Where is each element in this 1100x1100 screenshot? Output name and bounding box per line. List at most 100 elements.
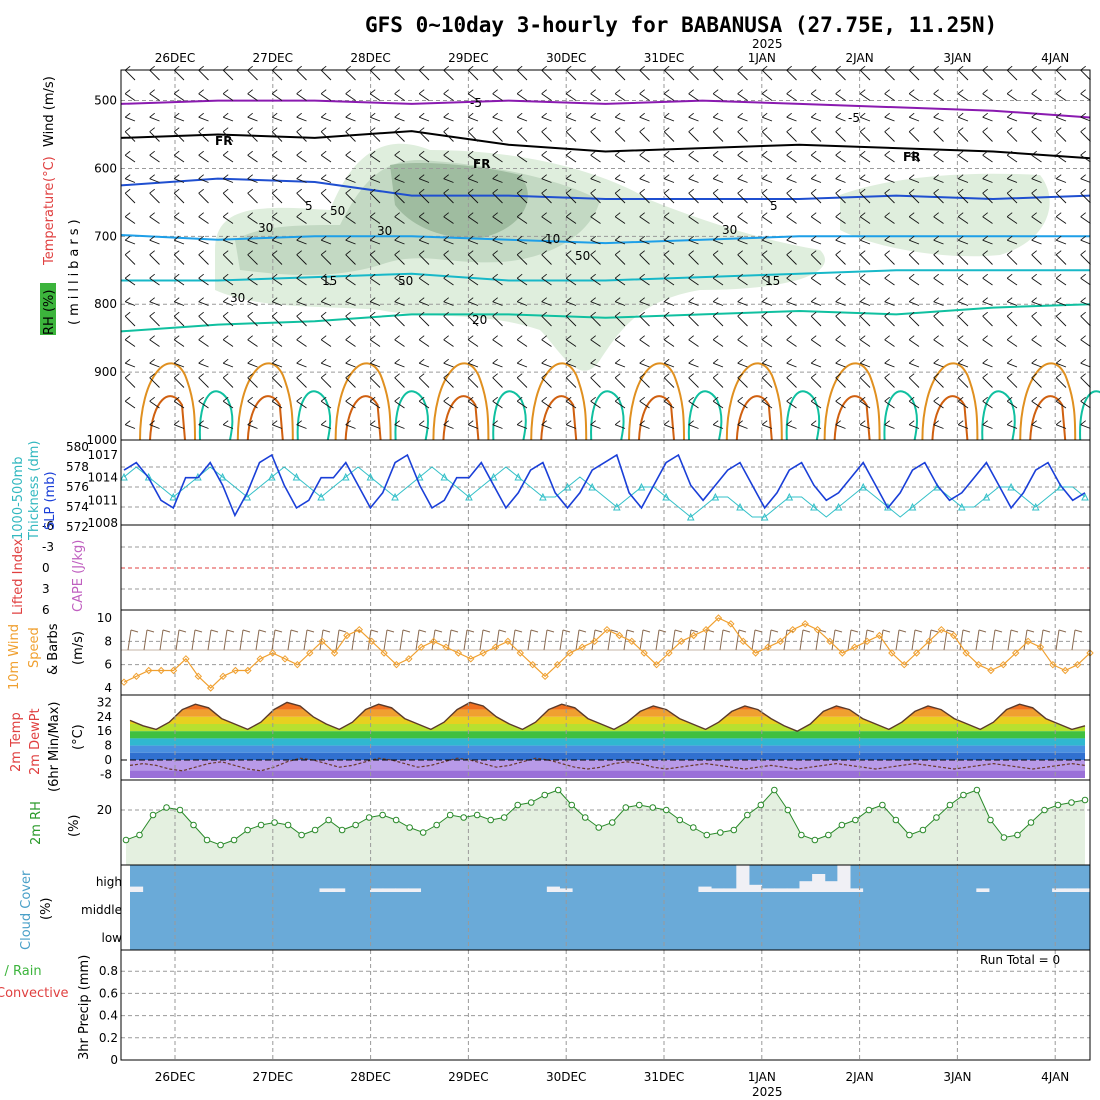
barb-staff (271, 154, 283, 163)
barb-flag (467, 188, 474, 194)
wind-barb (320, 188, 332, 204)
rh2m-point (365, 814, 373, 821)
barb-flag (222, 150, 229, 156)
barb-flag (565, 188, 572, 194)
wind-barb (124, 358, 136, 368)
barb-staff (516, 339, 528, 347)
wind-barb (271, 358, 283, 368)
wind-barb-10m (911, 629, 916, 651)
wind-barb-10m-flag (898, 629, 907, 633)
wind-barb (908, 235, 920, 245)
barb-staff (296, 362, 307, 368)
wind-barb-10m (927, 629, 932, 651)
barb-staff (982, 301, 993, 306)
barb-flag (1031, 311, 1037, 317)
barb-staff (713, 178, 724, 183)
barb-staff (933, 192, 944, 204)
wind-barb (1080, 335, 1091, 347)
rh2m-point (487, 816, 494, 824)
barb-flag (908, 112, 915, 118)
t2m-band-0 (130, 752, 1085, 760)
barb-flag (541, 127, 547, 133)
cloud-left-labels: Cloud Cover (%) (19, 870, 54, 950)
barb-staff (664, 116, 675, 122)
wind-barb (369, 212, 381, 224)
barb-flag (835, 112, 841, 118)
wind-barb-10m-flag (834, 629, 843, 633)
barb-staff (1055, 339, 1067, 347)
cloud-high-bar (748, 884, 763, 892)
barb-flag (908, 89, 915, 95)
warm-loop-inner-0 (149, 395, 186, 441)
barb-staff (908, 277, 920, 286)
barb-staff (982, 254, 993, 265)
barb-flag (1055, 420, 1062, 426)
barb-flag (1006, 273, 1013, 279)
wind-barb (492, 358, 503, 368)
barb-staff (712, 154, 724, 163)
wind-barb (149, 311, 160, 327)
rh2m-point (744, 811, 751, 819)
wind-speed-point (628, 637, 636, 646)
barb-flag (541, 373, 547, 379)
barb-staff (982, 93, 993, 101)
barb-staff (369, 254, 381, 265)
wind-barb (443, 373, 454, 388)
barb-flag (1055, 297, 1062, 303)
wind-barb (1006, 89, 1018, 101)
barb-staff (369, 192, 381, 204)
barb-staff (369, 339, 381, 347)
thickness-marker (563, 482, 572, 491)
wind-barb (982, 89, 993, 101)
wind-barb (957, 250, 969, 265)
rh2m-point (514, 801, 522, 809)
barb-flag (320, 373, 327, 379)
thickness-tick-578: 578 (66, 460, 89, 474)
barb-staff (565, 69, 577, 81)
wind-barb (835, 174, 846, 183)
rh2m-point (892, 816, 900, 824)
barb-flag (565, 150, 572, 156)
barb-staff (639, 154, 650, 163)
wind-barb (418, 311, 430, 327)
barb-staff (320, 277, 332, 286)
wind-barb (149, 150, 160, 163)
barb-staff (908, 339, 920, 347)
rh2m-point (271, 819, 278, 826)
barb-flag (492, 420, 498, 426)
barb-flag (271, 174, 278, 180)
wind-barb (222, 127, 234, 142)
barb-staff (492, 362, 503, 368)
wind-barb (1055, 150, 1067, 163)
wind-barb (271, 174, 283, 183)
rh2m-point (635, 801, 643, 809)
barb-flag (933, 188, 939, 194)
t2m-tick-24: 24 (97, 710, 112, 724)
wind-barb (565, 335, 577, 347)
barb-staff (222, 315, 234, 327)
barb-staff (418, 192, 430, 204)
cloud-high-bar (130, 886, 144, 892)
barb-staff (933, 301, 944, 306)
barb-staff (835, 131, 846, 142)
wind-barb (737, 335, 748, 347)
wind-barb (222, 150, 234, 163)
barb-staff (859, 377, 871, 388)
barb-staff (639, 400, 650, 409)
barb-staff (639, 254, 650, 265)
barb-staff (762, 301, 773, 306)
barb-flag (149, 373, 155, 379)
wind-barb (859, 250, 871, 265)
wind-barb (394, 188, 405, 204)
rh2m-point (446, 811, 454, 819)
wind-barb (565, 273, 577, 286)
barb-staff (737, 400, 748, 409)
barb-staff (174, 178, 185, 183)
barb-staff (982, 315, 993, 327)
wind-barb-10m (415, 629, 420, 651)
barb-flag (320, 273, 327, 279)
barb-flag (173, 212, 180, 218)
thickness-tick-576: 576 (66, 480, 89, 494)
wind-barb (590, 127, 601, 142)
wind-barb-10m-flag (690, 629, 699, 633)
